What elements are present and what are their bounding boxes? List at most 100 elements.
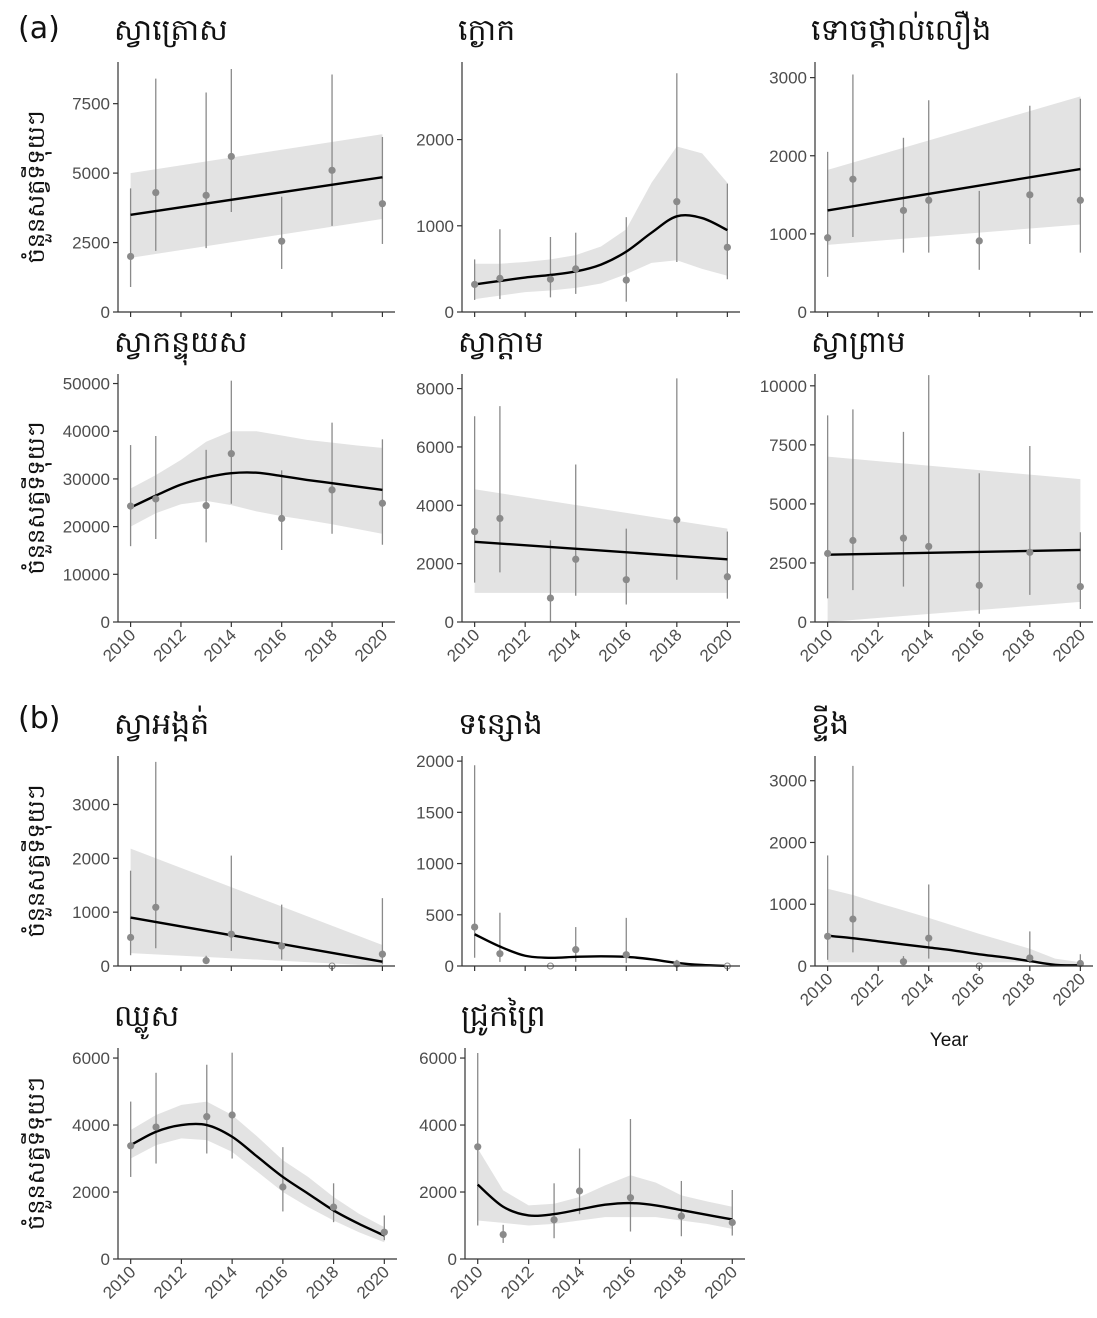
confidence-ribbon xyxy=(474,146,728,300)
data-point xyxy=(849,536,857,545)
panel-title: ស្វាអង្កត់ xyxy=(114,705,209,742)
confidence-ribbon xyxy=(130,431,383,534)
data-point xyxy=(152,495,160,503)
x-tick-label: 2020 xyxy=(1049,969,1089,1009)
x-axis-label: Year xyxy=(930,1030,969,1051)
panel-title: ទោចថ្គាល់លឿង xyxy=(811,10,991,50)
y-tick-label: 0 xyxy=(101,613,110,632)
panel-title: ក្ងោក xyxy=(458,13,515,48)
x-tick-label: 2016 xyxy=(252,1262,292,1302)
x-tick-label: 2016 xyxy=(948,625,988,665)
x-tick-label: 2018 xyxy=(301,625,341,665)
y-tick-label: 2500 xyxy=(72,234,110,253)
data-point xyxy=(474,1143,482,1151)
data-point xyxy=(496,514,504,523)
data-point xyxy=(202,502,210,510)
y-tick-label: 0 xyxy=(445,957,454,976)
y-axis-label: ចំនួនសត្វទីទុយៗ xyxy=(21,1077,52,1230)
plots: ស្វាត្រោសចំនួនសត្វទីទុយៗ0250050007500ក្ង… xyxy=(21,10,1093,1303)
data-point xyxy=(202,957,210,965)
y-tick-label: 3000 xyxy=(769,772,807,791)
panel-3: ទោចថ្គាល់លឿង 0 1000 2000 3000 xyxy=(769,10,1093,322)
data-point xyxy=(278,942,286,950)
data-point xyxy=(227,930,235,938)
y-tick-label: 2000 xyxy=(416,752,454,771)
data-point xyxy=(328,486,336,494)
x-tick-label: 2020 xyxy=(351,625,391,665)
x-tick-label: 2016 xyxy=(595,625,635,665)
y-tick-label: 4000 xyxy=(419,1116,457,1135)
panel-title: ទន្សោង xyxy=(458,707,543,742)
y-tick-label: 0 xyxy=(101,957,110,976)
x-tick-label: 2014 xyxy=(544,625,584,665)
x-tick-label: 2014 xyxy=(201,1262,241,1302)
y-tick-label: 4000 xyxy=(72,1116,110,1135)
data-point xyxy=(471,527,479,536)
x-tick-label: 2018 xyxy=(998,625,1038,665)
y-tick-label: 3000 xyxy=(72,795,110,814)
data-point xyxy=(572,555,580,563)
x-tick-label: 2016 xyxy=(948,969,988,1009)
x-tick-label: 2020 xyxy=(701,1262,741,1302)
x-tick-label: 2020 xyxy=(696,625,736,665)
data-point xyxy=(152,1123,160,1131)
panel-4: ស្វាកន្ទុយសចំនួនសត្វទីទុយៗ 0 10000 20000 300… xyxy=(21,325,395,666)
data-point xyxy=(203,1113,211,1121)
x-tick-label: 2018 xyxy=(645,625,685,665)
data-point xyxy=(126,502,135,510)
y-tick-label: 0 xyxy=(798,303,807,322)
data-point xyxy=(378,200,387,208)
y-tick-label: 0 xyxy=(445,613,454,632)
panel-7: ស្វាអង្កត់ចំនួនសត្វទីទុយៗ 0 1000 2000 3000 xyxy=(21,705,395,976)
y-tick-label: 50000 xyxy=(63,375,110,394)
data-point xyxy=(572,946,580,954)
data-point xyxy=(975,237,983,245)
y-tick-label: 0 xyxy=(798,957,807,976)
data-point xyxy=(546,275,555,283)
data-point xyxy=(1076,582,1084,591)
y-tick-label: 2000 xyxy=(72,1183,110,1202)
trend-line xyxy=(827,934,1081,967)
panel-title: ស្វាក្តាម xyxy=(458,325,544,360)
trend-line xyxy=(474,933,728,968)
y-tick-label: 6000 xyxy=(72,1049,110,1068)
y-tick-label: 2000 xyxy=(72,849,110,868)
y-tick-label: 1000 xyxy=(769,225,807,244)
x-tick-label: 2012 xyxy=(494,625,534,665)
trend-line xyxy=(130,471,383,509)
confidence-ribbon xyxy=(827,96,1081,245)
data-point xyxy=(328,166,336,174)
x-tick-label: 2016 xyxy=(250,625,290,665)
y-tick-label: 10000 xyxy=(63,565,110,584)
y-tick-label: 10000 xyxy=(760,377,807,396)
data-point xyxy=(1076,959,1084,968)
y-tick-label: 0 xyxy=(101,303,110,322)
data-point xyxy=(499,1230,507,1239)
confidence-ribbon xyxy=(827,888,1081,966)
data-point xyxy=(227,152,235,161)
data-point xyxy=(849,915,857,923)
panel-title: ជ្រូកព្រៃ xyxy=(461,997,546,1036)
data-point xyxy=(496,950,504,958)
data-point xyxy=(626,1194,635,1202)
data-point xyxy=(824,549,832,558)
data-point xyxy=(278,237,286,245)
data-point xyxy=(622,576,630,584)
confidence-ribbon xyxy=(474,489,728,593)
trend-line xyxy=(827,167,1081,212)
data-point xyxy=(378,950,387,958)
confidence-ribbon xyxy=(130,848,383,966)
y-tick-label: 0 xyxy=(448,1250,457,1269)
panel-1: ស្វាត្រោសចំនួនសត្វទីទុយៗ 0 2500 5000 7500 xyxy=(21,13,395,322)
data-point xyxy=(925,196,933,204)
y-tick-label: 20000 xyxy=(63,518,110,537)
trend-line xyxy=(130,916,383,963)
y-tick-label: 6000 xyxy=(416,438,454,457)
y-tick-label: 5000 xyxy=(72,164,110,183)
trend-line xyxy=(474,213,728,286)
x-tick-label: 2012 xyxy=(150,1262,190,1302)
data-point xyxy=(622,951,630,959)
x-tick-label: 2014 xyxy=(897,625,937,665)
